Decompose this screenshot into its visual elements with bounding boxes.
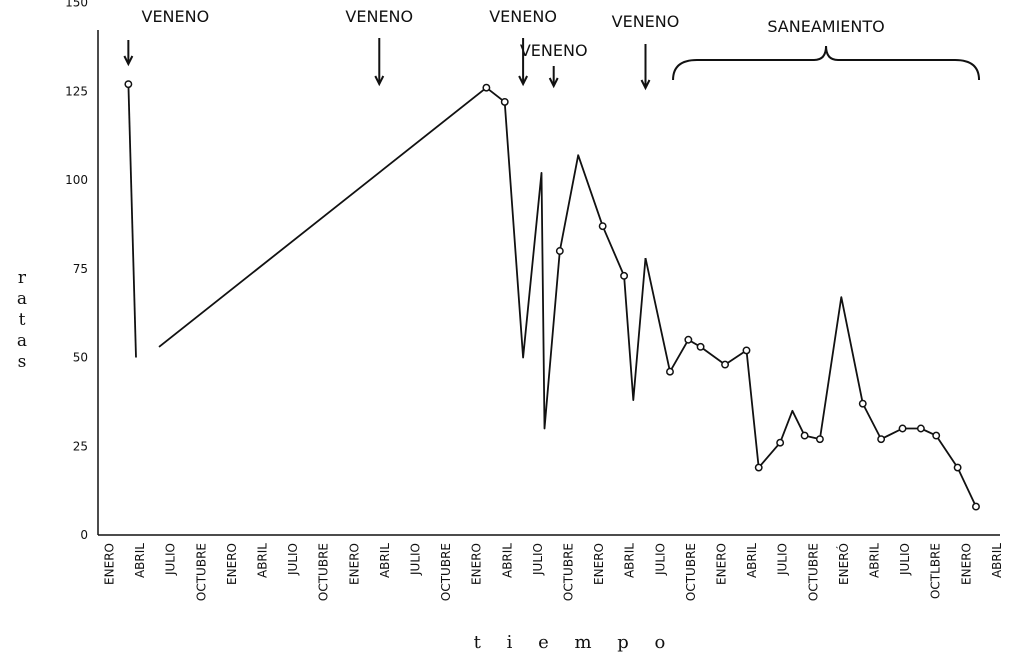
x-tick-label: ABRIL xyxy=(623,543,637,578)
x-tick-label: ENERO xyxy=(959,543,973,585)
y-axis-label: r a t a s xyxy=(16,268,28,372)
x-tick-label: ABRIL xyxy=(990,543,1004,578)
data-point xyxy=(555,247,564,255)
x-tick-label: ENERO xyxy=(715,543,729,585)
x-tick-label: ABRIL xyxy=(745,543,759,578)
x-tick-label: ENERO xyxy=(347,543,361,585)
x-tick-label: OCTUBRE xyxy=(684,543,698,601)
x-tick-label: ENERÓ xyxy=(836,543,851,585)
data-point xyxy=(696,342,705,351)
veneno-arrowhead xyxy=(640,79,651,91)
veneno-annotation: VENENO xyxy=(345,7,413,26)
data-point xyxy=(800,431,809,440)
x-tick-label: OCTUBRE xyxy=(439,543,453,601)
data-point xyxy=(598,222,607,231)
veneno-annotation: VENENO xyxy=(142,7,210,26)
series-line xyxy=(158,86,487,348)
x-tick-label: ABRIL xyxy=(500,543,514,578)
x-tick-label: JULIO xyxy=(898,543,912,576)
x-tick-label: ENERO xyxy=(103,543,117,585)
x-tick-label: ABRIL xyxy=(256,543,270,578)
veneno-annotation: VENENO xyxy=(520,41,588,60)
data-point xyxy=(742,346,751,355)
data-point xyxy=(666,367,674,376)
veneno-arrowhead xyxy=(518,75,528,87)
x-tick-label: ABRIL xyxy=(868,543,882,578)
veneno-arrowhead xyxy=(548,77,559,89)
data-point xyxy=(754,463,763,472)
x-tick-label: ENERO xyxy=(225,543,239,585)
y-tick-label: 0 xyxy=(80,528,88,542)
veneno-annotation: VENENO xyxy=(489,7,557,26)
data-point xyxy=(858,399,867,408)
veneno-arrowhead xyxy=(374,75,385,87)
y-tick-label: 25 xyxy=(73,439,88,453)
x-axis-label: t i e m p o xyxy=(473,632,676,653)
data-point xyxy=(620,271,629,280)
data-point xyxy=(776,438,785,447)
series-line xyxy=(644,257,977,507)
data-point xyxy=(482,83,491,92)
x-tick-label: ENERO xyxy=(592,543,606,585)
y-tick-label: 125 xyxy=(65,84,88,98)
series-line xyxy=(485,86,647,430)
veneno-arrowhead xyxy=(123,55,134,67)
x-tick-label: ABRIL xyxy=(378,543,392,578)
x-tick-label: JULIO xyxy=(776,543,790,576)
y-tick-label: 100 xyxy=(65,173,88,187)
data-point xyxy=(721,360,730,369)
data-point xyxy=(500,97,509,106)
x-tick-label: OCTUBRE xyxy=(194,543,208,601)
x-tick-label: JULIO xyxy=(409,543,423,576)
x-tick-label: JULIO xyxy=(653,543,667,576)
data-point xyxy=(932,431,941,440)
saneamiento-bracket xyxy=(672,45,981,81)
data-point xyxy=(684,335,693,344)
x-tick-label: OCTLBRE xyxy=(929,543,943,599)
y-tick-label: 150 xyxy=(65,0,88,10)
data-point xyxy=(815,435,824,444)
x-tick-label: ABRIL xyxy=(133,543,147,578)
data-point xyxy=(124,80,133,89)
y-tick-label: 75 xyxy=(73,262,88,276)
x-tick-label: JULIO xyxy=(286,543,300,576)
x-tick-label: OCTUBRE xyxy=(562,543,576,601)
veneno-annotation: VENENO xyxy=(612,12,680,31)
data-point xyxy=(898,424,907,433)
data-point xyxy=(972,502,980,511)
x-tick-label: JULIO xyxy=(164,543,178,576)
data-point xyxy=(953,463,962,472)
x-tick-label: OCTUBRE xyxy=(317,543,331,601)
data-point xyxy=(877,435,886,444)
x-tick-label: OCTUBRE xyxy=(806,543,820,601)
x-tick-label: ENERO xyxy=(470,543,484,585)
data-point xyxy=(916,424,925,433)
series-line xyxy=(127,84,137,358)
saneamiento-label: SANEAMIENTO xyxy=(767,17,884,36)
x-tick-label: JULIO xyxy=(531,543,545,576)
y-tick-label: 50 xyxy=(73,351,88,365)
